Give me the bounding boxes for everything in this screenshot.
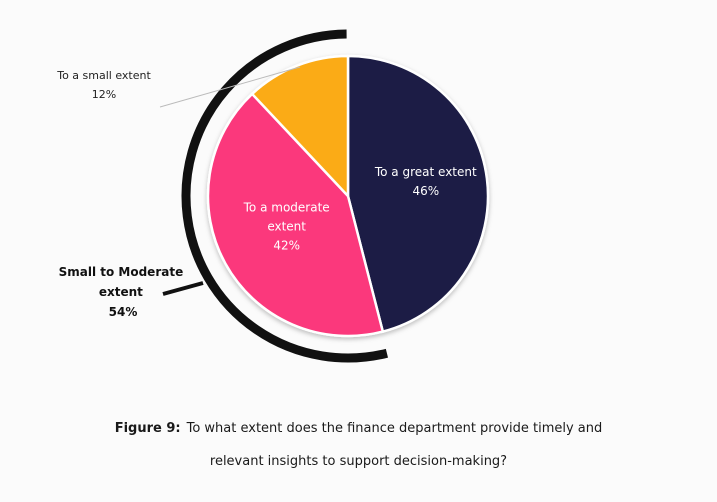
group-bracket-tick [162, 281, 204, 296]
group-bracket-arc [181, 29, 388, 363]
figure-label: Figure 9: [114, 421, 181, 436]
group-annotation-line: extent [99, 285, 143, 299]
caption-line-1: To what extent does the finance departme… [186, 421, 603, 436]
slice-label-small-extent: To a small extent 12% [56, 69, 151, 101]
pie-slice-moderate-extent [206, 92, 385, 338]
caption-line-2: relevant insights to support decision-ma… [209, 454, 508, 469]
figure-caption-continued: relevant insights to support decision-ma… [0, 454, 717, 469]
group-annotation: Small to Moderate extent 54% [59, 265, 188, 319]
slice-label-moderate-extent: To a moderate extent 42% [243, 201, 330, 253]
pie-chart: To a great extent 46% To a moderate extent 4… [56, 29, 490, 363]
pie-slice-great-extent [346, 54, 490, 334]
slice-label-great-extent: To a great extent 46% [374, 165, 477, 198]
pie-slice-small-extent [250, 54, 350, 200]
figure-caption: Figure 9: To what extent does the finance… [0, 421, 717, 436]
group-annotation-value: 54% [109, 305, 138, 319]
small-extent-leader-line [159, 66, 301, 108]
group-annotation-line: Small to Moderate [59, 265, 184, 279]
